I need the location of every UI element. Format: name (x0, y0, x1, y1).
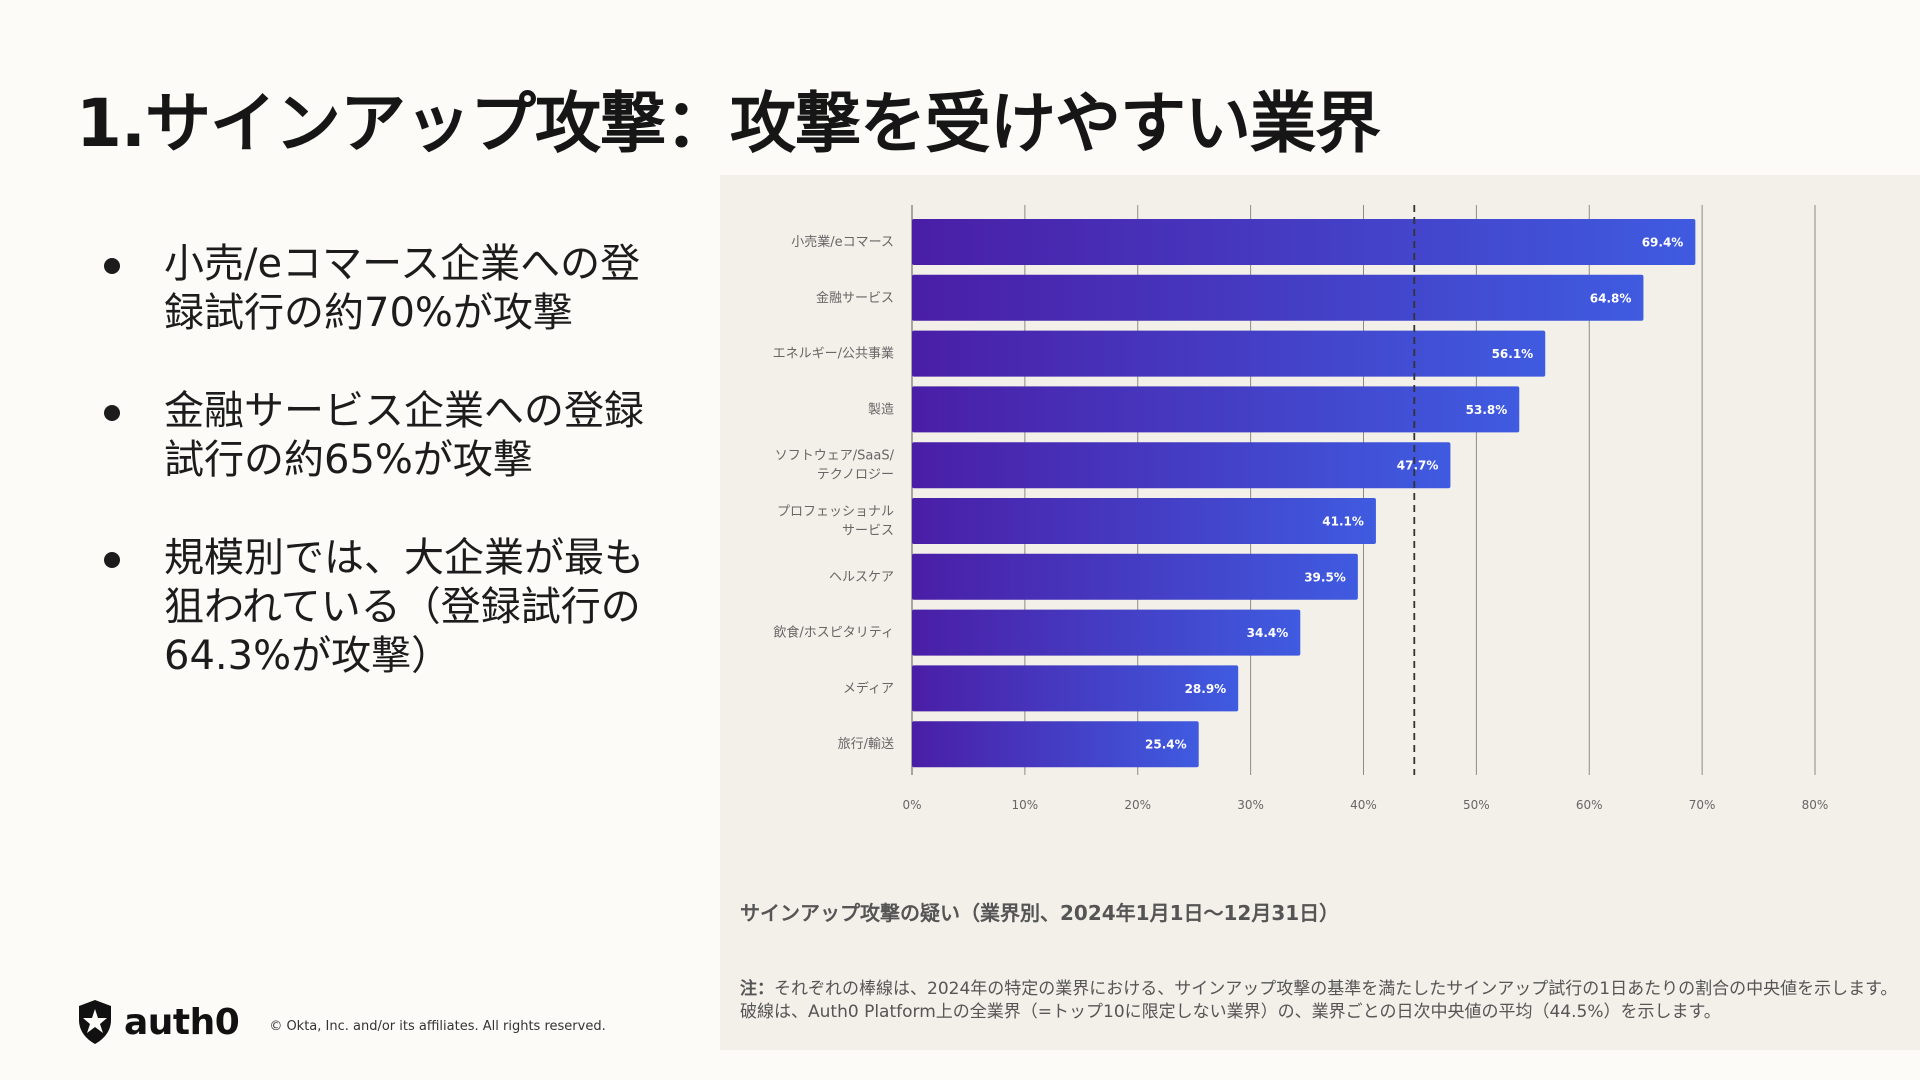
bar (912, 553, 1358, 600)
bar (912, 219, 1696, 265)
bar-value-label: 34.4% (1247, 626, 1289, 640)
bullet-dot (104, 258, 120, 274)
bar (912, 609, 1301, 656)
x-tick-label: 70% (1689, 798, 1716, 812)
x-tick-label: 50% (1463, 798, 1490, 812)
bar-value-label: 39.5% (1304, 570, 1346, 584)
auth0-shield-icon (79, 1000, 111, 1044)
bar-value-label: 47.7% (1397, 459, 1439, 473)
note-text: それぞれの棒線は、2024年の特定の業界における、サインアップ攻撃の基準を満たし… (740, 979, 1898, 1022)
x-tick-label: 60% (1576, 798, 1603, 812)
category-label: 金融サービス (816, 290, 894, 306)
bar-value-label: 64.8% (1590, 291, 1632, 305)
bar (912, 498, 1376, 544)
category-label: 飲食/ホスピタリティ (773, 625, 894, 641)
category-label: 旅行/輸送 (838, 737, 894, 752)
chart-note: 注：それぞれの棒線は、2024年の特定の業界における、サインアップ攻撃の基準を満… (740, 978, 1910, 1024)
x-tick-label: 20% (1124, 798, 1151, 812)
bullet-text: 小売/eコマース企業への登録試行の約70%が攻撃 (164, 241, 641, 336)
bar (912, 330, 1546, 377)
bar-value-label: 25.4% (1145, 738, 1187, 752)
x-tick-label: 80% (1802, 798, 1829, 812)
bar (912, 721, 1199, 768)
bar-chart: 0% 10% 20% 30% 40% 50% 60% 70% 80% 69.4% 小売業/eコマース… (773, 205, 1829, 812)
bar (912, 274, 1644, 321)
bullet-text: 規模別では、大企業が最も狙われている（登録試行の64.3%が攻撃） (164, 535, 644, 679)
x-tick-label: 0% (902, 798, 921, 812)
bullet-text: 金融サービス企業への登録試行の約65%が攻撃 (164, 388, 644, 483)
bar-value-label: 28.9% (1185, 682, 1227, 696)
category-label: メディア (843, 680, 894, 696)
bar-value-label: 69.4% (1642, 236, 1684, 250)
note-label: 注： (740, 979, 774, 999)
auth0-logo-text: auth0 (124, 1001, 240, 1043)
bullet-list: 小売/eコマース企業への登録試行の約70%が攻撃 金融サービス企業への登録試行の… (100, 240, 660, 730)
bar-value-label: 53.8% (1466, 403, 1508, 417)
bullet-dot (104, 552, 120, 568)
bullet-dot (104, 405, 120, 421)
category-label: プロフェッショナル (777, 505, 894, 520)
category-label: ソフトウェア/SaaS/ (775, 449, 895, 464)
x-tick-label: 30% (1237, 798, 1264, 812)
bar (912, 665, 1239, 712)
footer: auth0 © Okta, Inc. and/or its affiliates… (76, 998, 606, 1046)
bar (912, 442, 1451, 489)
slide-title: 1.サインアップ攻撃：攻撃を受けやすい業界 (76, 85, 1381, 162)
bar-value-label: 41.1% (1322, 515, 1364, 529)
category-label: エネルギー/公共事業 (773, 346, 894, 362)
copyright-text: © Okta, Inc. and/or its affiliates. All … (269, 1018, 606, 1034)
bullet-item: 小売/eコマース企業への登録試行の約70%が攻撃 (100, 240, 660, 338)
category-label: 小売業/eコマース (791, 234, 894, 250)
category-label: ヘルスケア (829, 570, 894, 585)
category-label: サービス (842, 524, 894, 539)
x-tick-label: 10% (1012, 798, 1039, 812)
category-label: 製造 (868, 402, 894, 417)
chart-panel: 0% 10% 20% 30% 40% 50% 60% 70% 80% 69.4% 小売業/eコマース… (720, 175, 1920, 1050)
x-tick-label: 40% (1350, 798, 1377, 812)
chart-caption: サインアップ攻撃の疑い（業界別、2024年1月1日〜12月31日） (740, 901, 1340, 925)
bar (912, 386, 1520, 433)
category-label: テクノロジー (817, 468, 894, 483)
bullet-item: 金融サービス企業への登録試行の約65%が攻撃 (100, 387, 660, 485)
bar-value-label: 56.1% (1492, 347, 1534, 361)
bullet-item: 規模別では、大企業が最も狙われている（登録試行の64.3%が攻撃） (100, 534, 660, 681)
